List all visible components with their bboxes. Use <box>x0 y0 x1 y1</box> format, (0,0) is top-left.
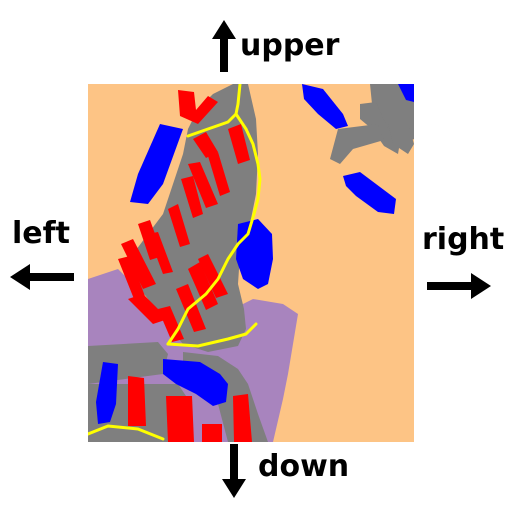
label-down: down <box>258 449 350 484</box>
building <box>128 376 146 426</box>
map-tile <box>88 84 414 442</box>
building <box>148 232 173 274</box>
arrow-left-icon <box>10 264 74 290</box>
building <box>118 256 146 304</box>
footpaths <box>88 84 262 441</box>
building <box>168 204 190 247</box>
arrow-right-icon <box>427 273 491 299</box>
building <box>188 162 218 208</box>
building <box>202 424 222 442</box>
building <box>181 176 203 218</box>
road <box>330 124 384 164</box>
footpath <box>186 84 242 138</box>
water-body <box>96 362 118 424</box>
label-upper: upper <box>240 28 340 63</box>
building <box>193 132 218 158</box>
building <box>188 262 218 310</box>
label-left: left <box>12 216 71 251</box>
footpath <box>166 322 258 348</box>
footpath <box>166 112 262 346</box>
building <box>158 306 184 342</box>
water-body <box>302 84 348 129</box>
road <box>388 124 414 154</box>
building <box>208 152 230 196</box>
water-body <box>343 172 396 214</box>
building <box>228 124 250 164</box>
arrow-down-icon <box>222 444 246 498</box>
building <box>198 254 228 298</box>
water-body <box>398 84 414 102</box>
footpath <box>88 424 165 441</box>
road <box>360 102 400 154</box>
buildings <box>118 90 252 442</box>
building <box>166 396 194 442</box>
water-body <box>130 124 183 204</box>
building <box>121 239 156 289</box>
water-bodies <box>96 84 414 424</box>
label-right: right <box>422 222 505 257</box>
building <box>128 294 168 324</box>
water-body <box>163 359 228 406</box>
building <box>233 394 252 442</box>
building <box>178 90 218 124</box>
arrow-up-icon <box>212 20 236 72</box>
